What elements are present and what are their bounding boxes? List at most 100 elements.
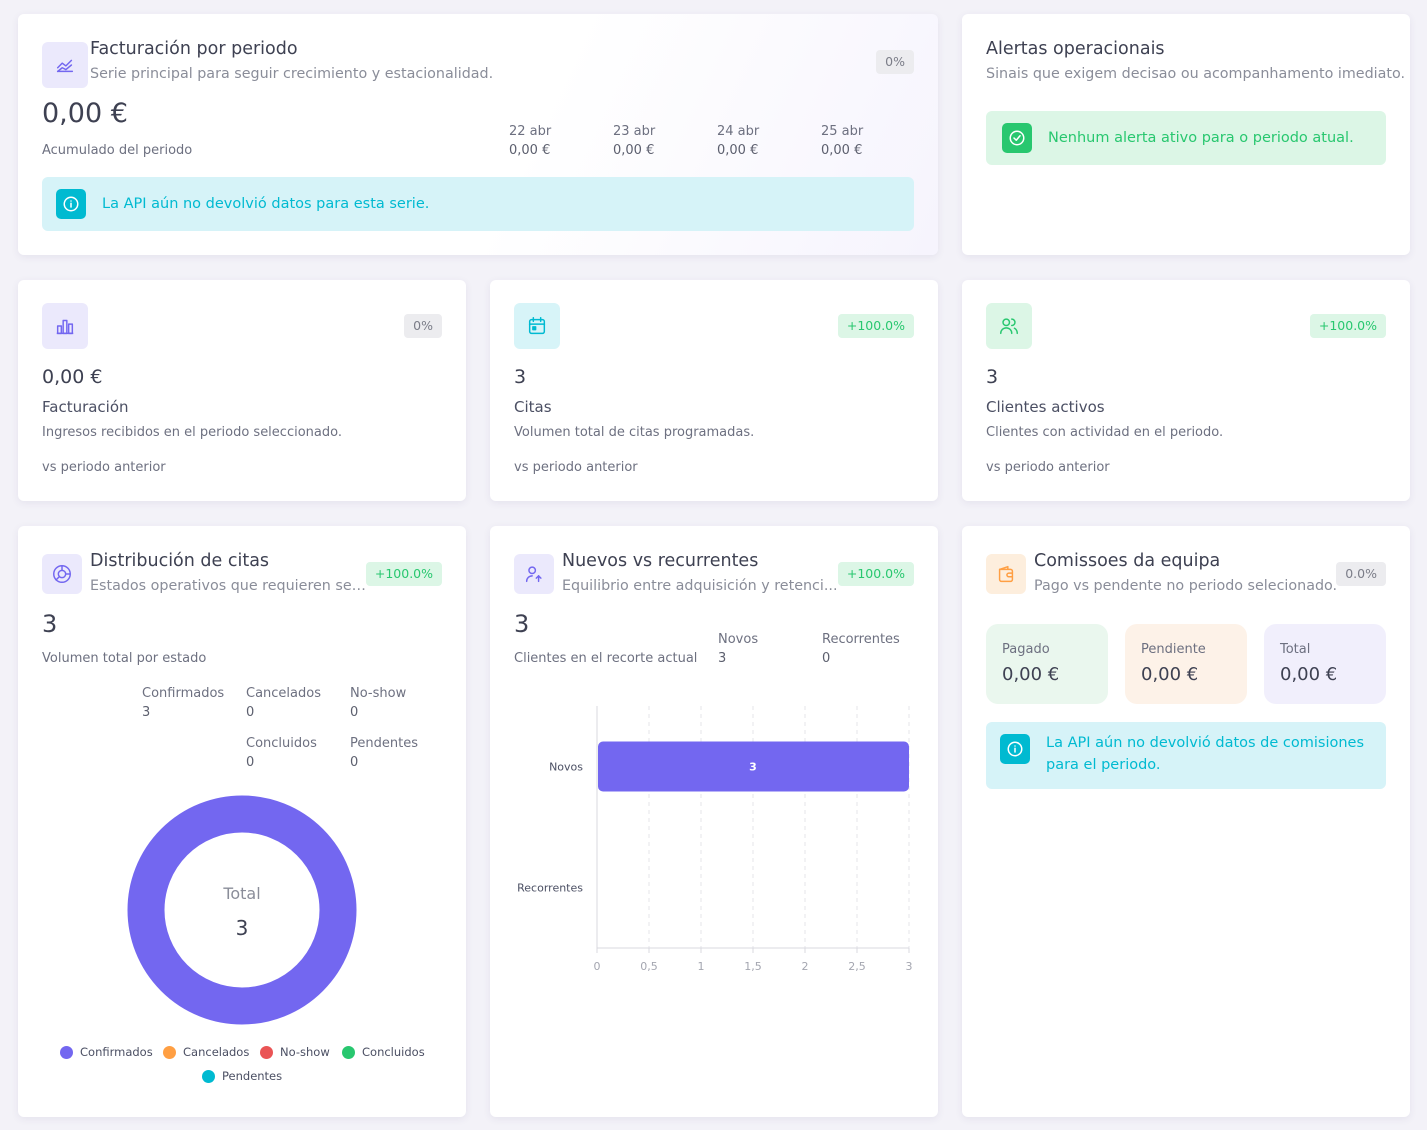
status-name: Pendentes xyxy=(350,736,418,751)
donut-center-label: Total xyxy=(223,884,261,903)
calendar-icon xyxy=(514,303,560,349)
card-subtitle: Estados operativos que requieren seg... xyxy=(90,578,366,594)
day-value: 0,00 € xyxy=(613,143,655,158)
bar-novos[interactable] xyxy=(598,741,909,792)
alert-text: La API aún no devolvió datos de comision… xyxy=(1046,735,1365,773)
status-name: Confirmados xyxy=(142,686,225,701)
kpi-value: 0,00 € xyxy=(42,366,103,388)
status-name: Concluidos xyxy=(246,736,317,751)
card-title: Comissoes da equipa xyxy=(1034,551,1221,571)
kpi-compare: vs periodo anterior xyxy=(986,460,1110,475)
x-tick-label: 0 xyxy=(594,960,601,973)
trend-badge: 0% xyxy=(876,50,914,74)
user-growth-icon xyxy=(514,554,554,594)
commission-label: Pendiente xyxy=(1141,642,1206,657)
trend-badge: 0% xyxy=(404,314,442,338)
trend-badge: +100.0% xyxy=(1309,314,1386,338)
segment-name: Recorrentes xyxy=(822,632,900,647)
legend-item-no-show[interactable]: No-show xyxy=(260,1045,330,1059)
commission-label: Total xyxy=(1280,642,1311,657)
operational-alerts-card: Alertas operacionais Sinais que exigem d… xyxy=(962,14,1410,255)
commissions-empty-alert: La API aún no devolvió datos de comision… xyxy=(986,722,1386,789)
chart-line-icon xyxy=(42,42,88,88)
card-title: Distribución de citas xyxy=(90,551,270,571)
wallet-icon xyxy=(986,554,1026,594)
segment-value: 3 xyxy=(718,651,727,666)
kpi-card-active-clients: +100.0% 3 Clientes activos Clientes con … xyxy=(962,280,1410,501)
kpi-compare: vs periodo anterior xyxy=(514,460,638,475)
status-name: Cancelados xyxy=(246,686,321,701)
legend-label: Concluidos xyxy=(362,1045,425,1059)
kpi-title: Citas xyxy=(514,398,552,416)
kpi-title: Facturación xyxy=(42,398,129,416)
team-commissions-card: Comissoes da equipa Pago vs pendente no … xyxy=(962,526,1410,1117)
revenue-total-label: Acumulado del periodo xyxy=(42,143,193,158)
trend-badge: +100.0% xyxy=(837,314,914,338)
day-value: 0,00 € xyxy=(717,143,759,158)
x-tick-label: 1,5 xyxy=(744,960,762,973)
commission-label: Pagado xyxy=(1002,642,1050,657)
appointment-distribution-card: Distribución de citas Estados operativos… xyxy=(18,526,466,1117)
distribution-total-label: Volumen total por estado xyxy=(42,651,207,666)
clients-total: 3 xyxy=(514,610,530,638)
segment-name: Novos xyxy=(718,632,759,647)
new-vs-recurring-card: Nuevos vs recurrentes Equilibrio entre a… xyxy=(490,526,938,1117)
card-subtitle: Serie principal para seguir crecimiento … xyxy=(90,66,494,82)
alert-text: Nenhum alerta ativo para o periodo atual… xyxy=(1048,130,1354,146)
card-subtitle: Equilibrio entre adquisición y retenci..… xyxy=(562,578,838,594)
trend-badge: +100.0% xyxy=(365,562,442,586)
legend-label: Pendentes xyxy=(222,1069,283,1083)
check-circle-icon xyxy=(1002,123,1032,153)
x-tick-label: 1 xyxy=(698,960,705,973)
kpi-card-revenue: 0% 0,00 € Facturación Ingresos recibidos… xyxy=(18,280,466,501)
legend-label: No-show xyxy=(280,1045,330,1059)
status-value: 0 xyxy=(246,705,255,720)
day-date: 24 abr xyxy=(717,124,760,139)
bar-data-label: 3 xyxy=(749,761,757,774)
legend-dot xyxy=(342,1045,355,1059)
kpi-value: 3 xyxy=(514,366,527,388)
revenue-empty-alert: La API aún no devolvió datos para esta s… xyxy=(42,177,914,231)
y-category-label: Novos xyxy=(549,761,583,774)
legend-item-cancelados[interactable]: Cancelados xyxy=(163,1045,249,1059)
day-date: 25 abr xyxy=(821,124,864,139)
y-category-label: Recorrentes xyxy=(517,882,583,895)
legend-item-pendentes[interactable]: Pendentes xyxy=(202,1069,282,1083)
status-value: 0 xyxy=(350,755,359,770)
legend-dot xyxy=(260,1045,273,1059)
legend-item-confirmados[interactable]: Confirmados xyxy=(60,1045,153,1059)
legend-dot xyxy=(60,1045,73,1059)
clients-total-label: Clientes en el recorte actual xyxy=(514,651,698,666)
trend-badge: +100.0% xyxy=(837,562,914,586)
card-subtitle: Sinais que exigem decisao ou acompanhame… xyxy=(986,66,1406,82)
x-tick-label: 2,5 xyxy=(848,960,866,973)
legend-item-concluidos[interactable]: Concluidos xyxy=(342,1045,425,1059)
revenue-period-card: Facturación por periodo Serie principal … xyxy=(18,14,938,255)
kpi-card-appointments: +100.0% 3 Citas Volumen total de citas p… xyxy=(490,280,938,501)
kpi-value: 3 xyxy=(986,366,999,388)
info-icon xyxy=(1000,734,1030,764)
day-date: 22 abr xyxy=(509,124,552,139)
day-value: 0,00 € xyxy=(821,143,863,158)
trend-badge: 0.0% xyxy=(1336,562,1386,586)
commission-value: 0,00 € xyxy=(1141,664,1199,685)
status-value: 0 xyxy=(350,705,359,720)
kpi-description: Ingresos recibidos en el periodo selecci… xyxy=(42,425,342,440)
day-value: 0,00 € xyxy=(509,143,551,158)
day-date: 23 abr xyxy=(613,124,656,139)
commission-value: 0,00 € xyxy=(1280,664,1338,685)
commission-total: Total 0,00 € xyxy=(1264,624,1386,704)
new-vs-recurring-bar-chart: 0 0,5 1 1,5 2 2,5 3 Novos 3 Recorrentes xyxy=(517,706,913,973)
status-value: 3 xyxy=(142,705,151,720)
donut-slice-confirmados[interactable] xyxy=(127,795,357,1025)
kpi-title: Clientes activos xyxy=(986,398,1105,416)
status-value: 0 xyxy=(246,755,255,770)
info-icon xyxy=(56,189,86,219)
x-tick-label: 2 xyxy=(802,960,809,973)
kpi-description: Clientes con actividad en el periodo. xyxy=(986,425,1224,440)
card-subtitle: Pago vs pendente no periodo selecionado. xyxy=(1034,578,1338,594)
card-title: Alertas operacionais xyxy=(986,39,1165,59)
legend-label: Confirmados xyxy=(80,1045,153,1059)
no-alerts-banner: Nenhum alerta ativo para o periodo atual… xyxy=(986,111,1386,165)
alert-text: La API aún no devolvió datos para esta s… xyxy=(102,196,430,212)
